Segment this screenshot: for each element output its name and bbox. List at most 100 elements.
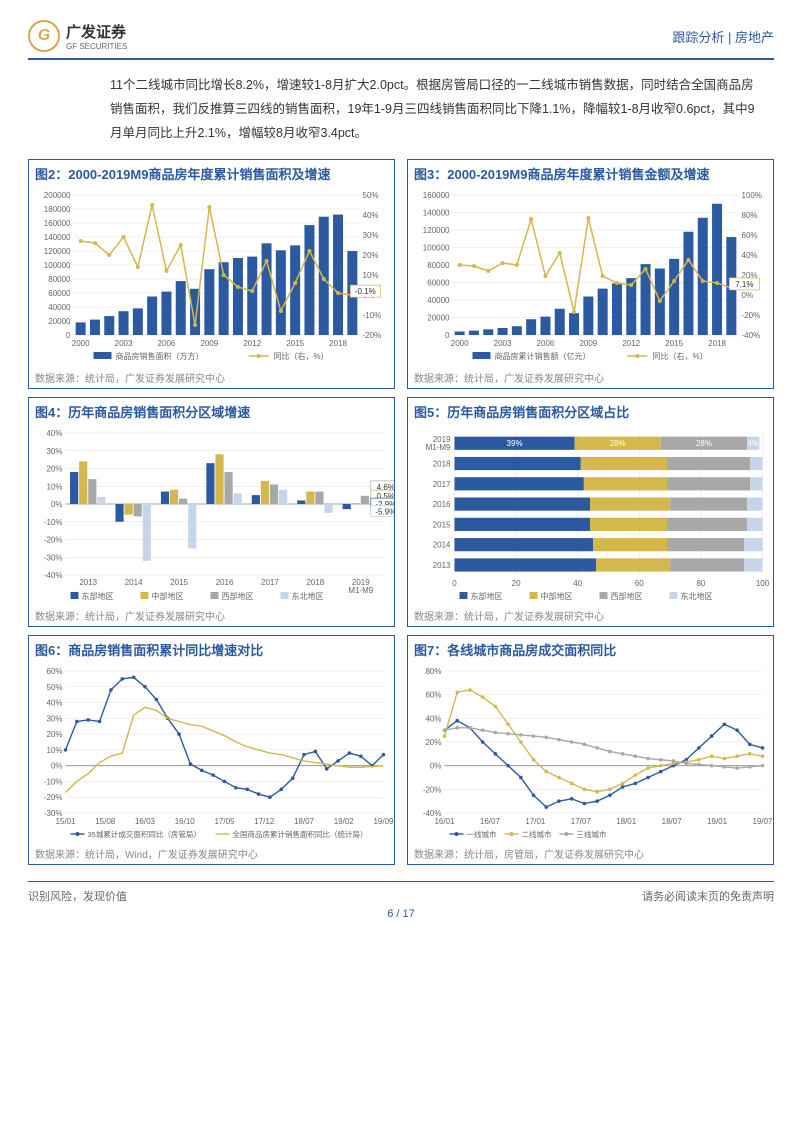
- chart-3-source: 数据来源：统计局，广发证券发展研究中心: [408, 367, 773, 388]
- chart-2: 图2：2000-2019M9商品房年度累计销售面积及增速 02000040000…: [28, 159, 395, 389]
- svg-text:20: 20: [512, 579, 521, 588]
- svg-text:2015: 2015: [433, 521, 451, 530]
- svg-text:16/01: 16/01: [434, 817, 455, 826]
- svg-text:西部地区: 西部地区: [611, 591, 643, 601]
- svg-text:60%: 60%: [425, 691, 441, 700]
- svg-text:2009: 2009: [579, 339, 597, 348]
- logo-icon: G: [28, 20, 60, 52]
- svg-text:2015: 2015: [665, 339, 683, 348]
- svg-text:一线城市: 一线城市: [467, 829, 497, 839]
- header-category: 跟踪分析 | 房地产: [672, 27, 774, 46]
- chart-6-title: 图6：商品房销售面积累计同比增速对比: [29, 636, 394, 663]
- logo: G 广发证券 GF SECURITIES: [28, 20, 127, 52]
- chart-7-svg: -40%-20%0%20%40%60%80%16/0116/0717/0117/…: [408, 663, 773, 843]
- svg-text:80%: 80%: [742, 211, 758, 220]
- svg-text:0: 0: [445, 331, 450, 340]
- svg-text:160000: 160000: [423, 191, 450, 200]
- svg-text:100000: 100000: [423, 244, 450, 253]
- svg-text:-5.9%: -5.9%: [375, 508, 394, 517]
- svg-text:20%: 20%: [363, 251, 379, 260]
- svg-text:17/12: 17/12: [254, 817, 275, 826]
- chart-2-title: 图2：2000-2019M9商品房年度累计销售面积及增速: [29, 160, 394, 187]
- svg-text:2006: 2006: [158, 339, 176, 348]
- svg-text:2016: 2016: [433, 500, 451, 509]
- svg-text:16/07: 16/07: [480, 817, 501, 826]
- svg-text:60000: 60000: [427, 279, 450, 288]
- chart-4: 图4：历年商品房销售面积分区域增速 -40%-30%-20%-10%0%10%2…: [28, 397, 395, 627]
- svg-text:40%: 40%: [363, 211, 379, 220]
- svg-text:30%: 30%: [363, 231, 379, 240]
- svg-text:2014: 2014: [125, 578, 143, 587]
- svg-text:7.1%: 7.1%: [735, 280, 753, 289]
- svg-text:同比（右，%）: 同比（右，%）: [274, 351, 329, 361]
- svg-text:0: 0: [452, 579, 457, 588]
- svg-text:17/05: 17/05: [214, 817, 235, 826]
- svg-text:10%: 10%: [46, 483, 62, 492]
- svg-text:-20%: -20%: [44, 536, 63, 545]
- svg-text:东北地区: 东北地区: [681, 591, 713, 601]
- page-footer: 识别风险，发现价值 请务必阅读末页的免责声明: [28, 881, 774, 904]
- svg-text:2012: 2012: [243, 339, 261, 348]
- footer-left: 识别风险，发现价值: [28, 888, 127, 904]
- svg-text:2018: 2018: [433, 460, 451, 469]
- svg-text:50%: 50%: [46, 683, 62, 692]
- svg-text:2013: 2013: [79, 578, 97, 587]
- svg-text:西部地区: 西部地区: [222, 591, 254, 601]
- logo-cn-text: 广发证券: [66, 21, 127, 42]
- svg-text:100: 100: [756, 579, 770, 588]
- svg-text:-30%: -30%: [44, 554, 63, 563]
- svg-text:50%: 50%: [363, 191, 379, 200]
- svg-text:19/01: 19/01: [707, 817, 728, 826]
- svg-text:80000: 80000: [48, 275, 71, 284]
- svg-text:2012: 2012: [622, 339, 640, 348]
- svg-text:-40%: -40%: [44, 571, 63, 580]
- svg-text:18/01: 18/01: [616, 817, 637, 826]
- chart-2-source: 数据来源：统计局，广发证券发展研究中心: [29, 367, 394, 388]
- chart-5-svg: 02040608010039%28%28%4%2019M1-M920182017…: [408, 425, 773, 605]
- svg-text:17/07: 17/07: [571, 817, 592, 826]
- chart-5-title: 图5：历年商品房销售面积分区域占比: [408, 398, 773, 425]
- chart-3-title: 图3：2000-2019M9商品房年度累计销售金额及增速: [408, 160, 773, 187]
- svg-text:4%: 4%: [747, 439, 759, 448]
- svg-text:30%: 30%: [46, 447, 62, 456]
- svg-text:180000: 180000: [44, 205, 71, 214]
- svg-text:-20%: -20%: [423, 786, 442, 795]
- svg-text:60%: 60%: [46, 667, 62, 676]
- svg-text:80: 80: [696, 579, 705, 588]
- svg-text:-0.1%: -0.1%: [355, 287, 376, 296]
- svg-text:16/03: 16/03: [135, 817, 156, 826]
- svg-text:20%: 20%: [46, 465, 62, 474]
- svg-text:东部地区: 东部地区: [471, 591, 503, 601]
- svg-text:17/01: 17/01: [525, 817, 546, 826]
- svg-text:140000: 140000: [423, 209, 450, 218]
- svg-text:160000: 160000: [44, 219, 71, 228]
- chart-6: 图6：商品房销售面积累计同比增速对比 -30%-20%-10%0%10%20%3…: [28, 635, 395, 865]
- svg-text:40: 40: [573, 579, 582, 588]
- svg-text:2017: 2017: [261, 578, 279, 587]
- svg-text:60: 60: [635, 579, 644, 588]
- chart-4-svg: -40%-30%-20%-10%0%10%20%30%40%2013201420…: [29, 425, 394, 605]
- svg-text:三线城市: 三线城市: [577, 829, 607, 839]
- svg-text:19/02: 19/02: [334, 817, 355, 826]
- svg-text:0: 0: [66, 331, 71, 340]
- svg-text:120000: 120000: [44, 247, 71, 256]
- svg-text:10%: 10%: [46, 746, 62, 755]
- chart-4-title: 图4：历年商品房销售面积分区域增速: [29, 398, 394, 425]
- svg-text:同比（右，%）: 同比（右，%）: [653, 351, 708, 361]
- svg-text:15/01: 15/01: [55, 817, 76, 826]
- body-paragraph: 11个二线城市同比增长8.2%，增速较1-8月扩大2.0pct。根据房管局口径的…: [28, 70, 774, 159]
- chart-6-svg: -30%-20%-10%0%10%20%30%40%50%60%15/0115/…: [29, 663, 394, 843]
- svg-text:28%: 28%: [610, 439, 626, 448]
- svg-text:2000: 2000: [451, 339, 469, 348]
- svg-text:35城累计成交面积同比（房管局）: 35城累计成交面积同比（房管局）: [88, 829, 201, 839]
- svg-text:100000: 100000: [44, 261, 71, 270]
- svg-text:40%: 40%: [46, 429, 62, 438]
- svg-text:东部地区: 东部地区: [82, 591, 114, 601]
- svg-text:2018: 2018: [708, 339, 726, 348]
- svg-text:100%: 100%: [742, 191, 762, 200]
- svg-text:120000: 120000: [423, 226, 450, 235]
- svg-text:商品房累计销售额（亿元）: 商品房累计销售额（亿元）: [495, 351, 591, 361]
- svg-text:0%: 0%: [430, 762, 442, 771]
- svg-text:2017: 2017: [433, 480, 451, 489]
- svg-text:2015: 2015: [170, 578, 188, 587]
